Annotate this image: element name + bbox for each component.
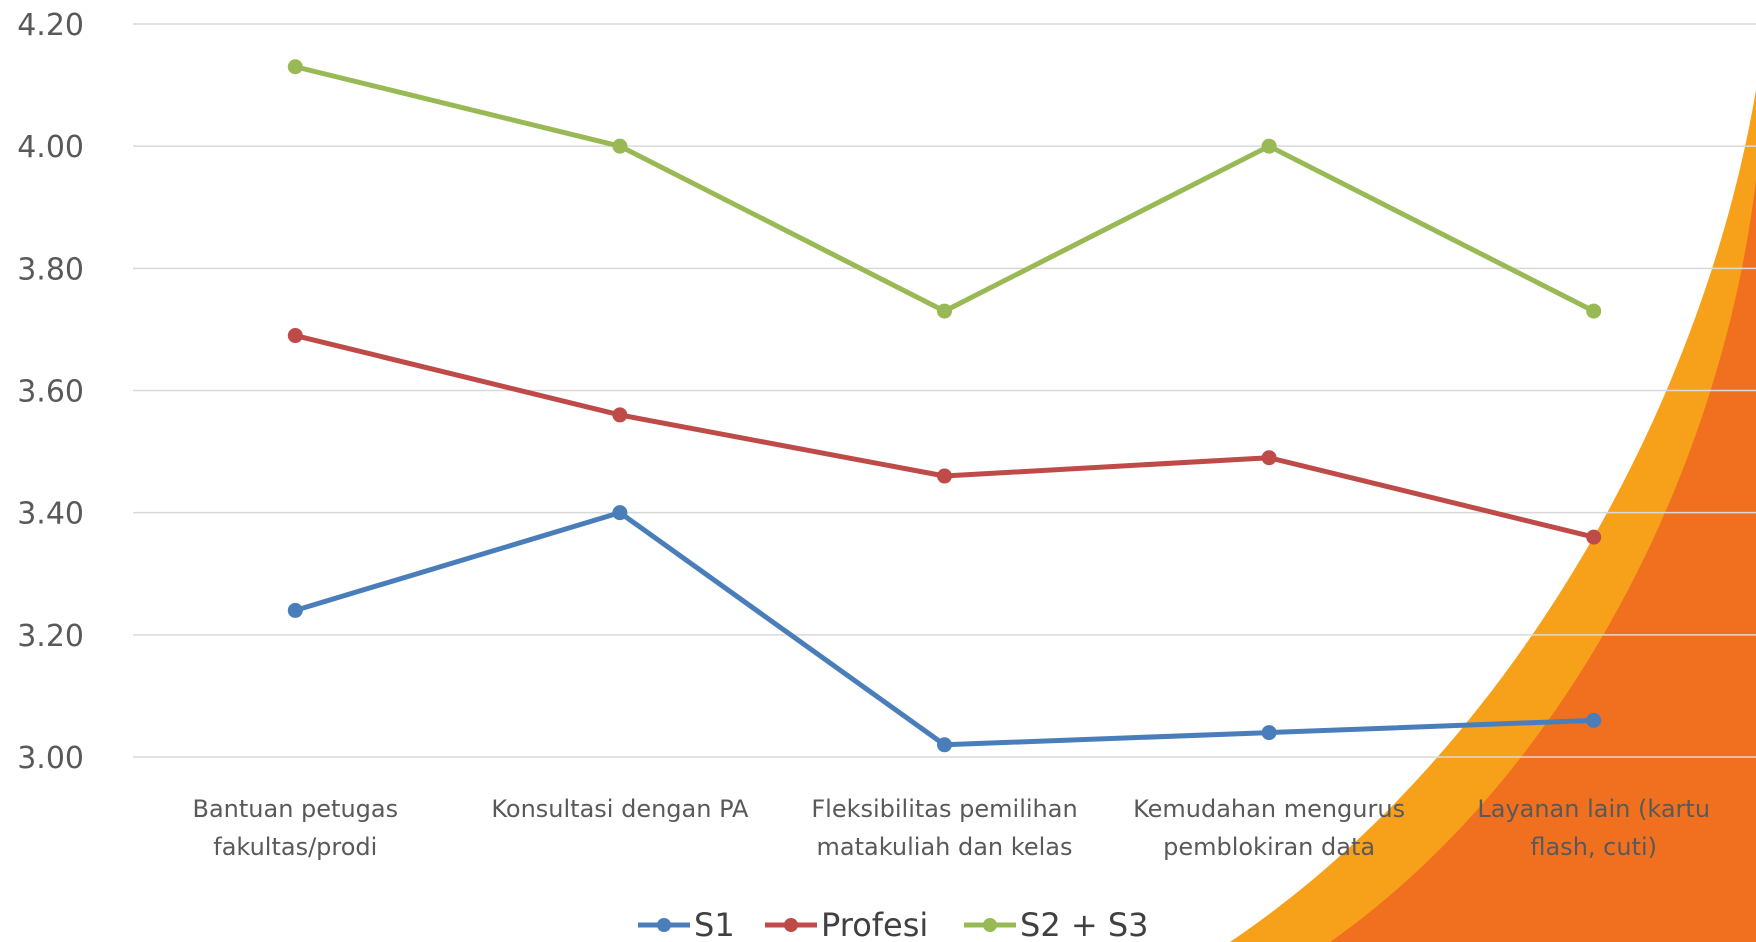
series-line <box>295 67 1593 311</box>
y-tick-label: 3.40 <box>17 497 84 532</box>
data-point <box>612 139 627 154</box>
series-line <box>295 513 1593 745</box>
data-point <box>1262 725 1277 740</box>
data-point <box>288 328 303 343</box>
data-point <box>1586 304 1601 319</box>
data-point <box>1586 530 1601 545</box>
data-point <box>288 59 303 74</box>
legend-label: Profesi <box>821 906 928 942</box>
x-tick-label: Kemudahan mengurus pemblokiran data <box>1133 795 1405 861</box>
x-tick-label: Bantuan petugas fakultas/prodi <box>192 795 398 861</box>
y-tick-label: 3.00 <box>17 741 84 776</box>
legend-item: Profesi <box>765 906 928 942</box>
y-tick-label: 4.20 <box>17 8 84 43</box>
legend-label: S1 <box>694 906 735 942</box>
data-point <box>612 505 627 520</box>
gridlines <box>133 24 1756 757</box>
x-tick-label: Konsultasi dengan PA <box>491 795 749 823</box>
data-point <box>1262 139 1277 154</box>
data-point <box>1586 713 1601 728</box>
legend-marker-icon <box>983 918 997 932</box>
data-point <box>937 737 952 752</box>
legend-marker-icon <box>784 918 798 932</box>
series-line <box>295 336 1593 538</box>
x-tick-label: Fleksibilitas pemilihan matakuliah dan ke… <box>811 795 1077 861</box>
data-point <box>288 603 303 618</box>
legend-item: S2 + S3 <box>964 906 1149 942</box>
series-s2-s3 <box>288 59 1601 318</box>
legend-item: S1 <box>638 906 735 942</box>
legend-marker-icon <box>657 918 671 932</box>
y-tick-label: 3.20 <box>17 619 84 654</box>
legend: S1 Profesi S2 + S3 <box>638 906 1149 942</box>
data-point <box>612 407 627 422</box>
series-lines <box>288 59 1601 752</box>
legend-label: S2 + S3 <box>1020 906 1149 942</box>
data-point <box>1262 450 1277 465</box>
y-axis-ticks: 3.00 3.20 3.40 3.60 3.80 4.00 4.20 <box>17 8 84 776</box>
y-tick-label: 3.80 <box>17 252 84 287</box>
y-tick-label: 4.00 <box>17 130 84 165</box>
y-tick-label: 3.60 <box>17 375 84 410</box>
data-point <box>937 469 952 484</box>
data-point <box>937 304 952 319</box>
series-s1 <box>288 505 1601 752</box>
